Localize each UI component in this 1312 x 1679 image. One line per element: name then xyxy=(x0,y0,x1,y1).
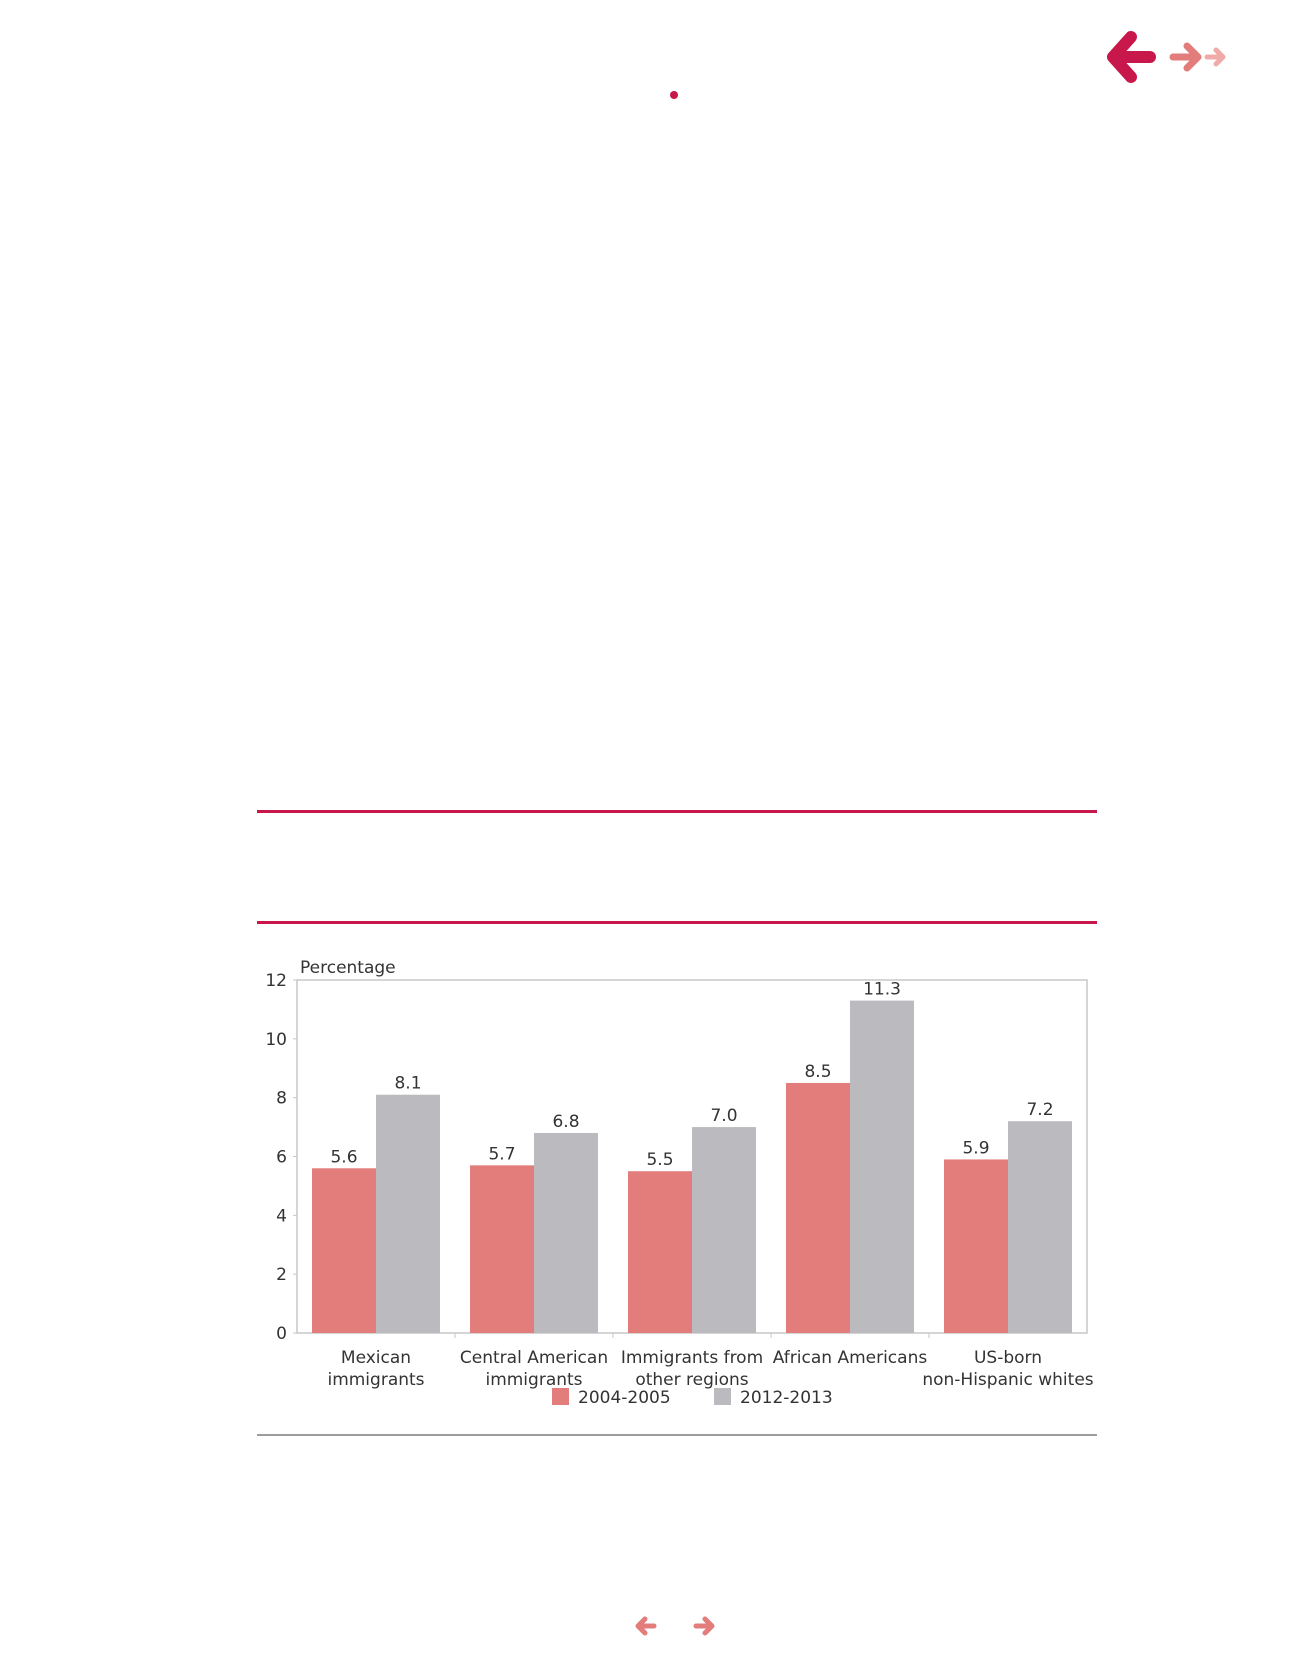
data-label: 8.1 xyxy=(394,1074,421,1094)
bar-2012-2013-0 xyxy=(376,1094,440,1333)
bar-2004-2005-2 xyxy=(628,1171,692,1333)
arrow-left-icon[interactable] xyxy=(635,1616,657,1636)
data-label: 5.9 xyxy=(962,1138,989,1158)
x-tick-label: African Americans xyxy=(773,1348,928,1368)
y-tick-label: 8 xyxy=(276,1089,287,1109)
y-tick-label: 12 xyxy=(265,971,287,991)
data-label: 11.3 xyxy=(863,980,901,1000)
bar-2012-2013-4 xyxy=(1008,1121,1072,1333)
y-tick-label: 4 xyxy=(276,1206,287,1226)
bar-2012-2013-1 xyxy=(534,1132,598,1333)
top-rule xyxy=(257,810,1097,813)
data-label: 5.7 xyxy=(488,1144,515,1164)
x-tick-label: Central American xyxy=(460,1348,608,1368)
y-tick-label: 6 xyxy=(276,1148,287,1168)
data-label: 5.5 xyxy=(646,1150,673,1170)
legend-label: 2004-2005 xyxy=(578,1388,671,1408)
x-tick-label: Mexican xyxy=(341,1348,411,1368)
bar-2004-2005-4 xyxy=(944,1159,1008,1333)
arrow-right-icon[interactable] xyxy=(693,1616,715,1636)
bar-2004-2005-0 xyxy=(312,1168,376,1333)
middle-rule xyxy=(257,921,1097,924)
x-tick-label: Immigrants from xyxy=(621,1348,763,1368)
data-label: 8.5 xyxy=(804,1062,831,1082)
bar-2012-2013-3 xyxy=(850,1000,914,1333)
x-tick-label: other regions xyxy=(635,1370,748,1390)
accent-dot xyxy=(670,91,678,99)
y-tick-label: 0 xyxy=(276,1324,287,1344)
x-tick-label: US-born xyxy=(974,1348,1042,1368)
bar-2012-2013-2 xyxy=(692,1127,756,1333)
bar-2004-2005-1 xyxy=(470,1165,534,1333)
x-tick-label: immigrants xyxy=(485,1370,582,1390)
y-axis-label: Percentage xyxy=(300,958,396,978)
data-label: 7.0 xyxy=(710,1106,737,1126)
bottom-navigation xyxy=(630,1610,720,1646)
top-navigation xyxy=(1105,25,1245,95)
legend-swatch-2012-2013 xyxy=(714,1388,731,1405)
data-label: 7.2 xyxy=(1026,1100,1053,1120)
x-tick-label: non-Hispanic whites xyxy=(922,1370,1093,1390)
data-label: 6.8 xyxy=(552,1112,579,1132)
bar-chart: Percentage0246810125.68.1Mexicanimmigran… xyxy=(265,958,1093,1408)
legend-swatch-2004-2005 xyxy=(552,1388,569,1405)
arrow-left-icon[interactable] xyxy=(1107,31,1156,83)
data-label: 5.6 xyxy=(330,1147,357,1167)
bar-2004-2005-3 xyxy=(786,1082,850,1333)
x-tick-label: immigrants xyxy=(327,1370,424,1390)
y-tick-label: 10 xyxy=(265,1030,287,1050)
chart-container: Percentage 0 2 4 6 8 10 12 5.6 8.1 Mexican immigran… xyxy=(257,950,1097,1430)
top-navigation-arrows xyxy=(1107,31,1226,83)
arrow-right-small-icon[interactable] xyxy=(1204,47,1226,67)
y-tick-label: 2 xyxy=(276,1265,287,1285)
arrow-right-icon[interactable] xyxy=(1169,42,1202,72)
bottom-navigation-arrows xyxy=(635,1616,715,1636)
legend-label: 2012-2013 xyxy=(740,1388,833,1408)
bottom-rule xyxy=(257,1434,1097,1436)
